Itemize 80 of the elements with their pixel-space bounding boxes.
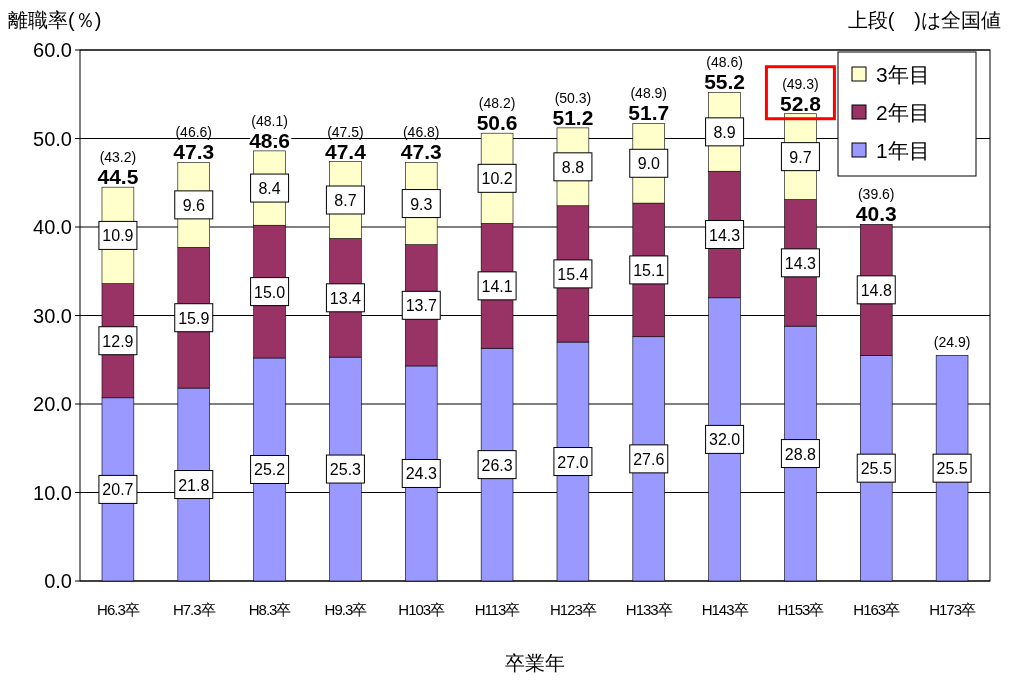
data-label: 15.1 xyxy=(633,261,665,279)
total-label: 47.3 xyxy=(400,140,442,164)
data-label: 15.4 xyxy=(557,265,589,283)
total-label: 44.5 xyxy=(97,165,139,189)
annotation: (47.5) xyxy=(327,123,364,140)
data-label: 8.7 xyxy=(334,192,357,210)
x-tick-label: H173卒 xyxy=(929,601,977,618)
x-tick-label: H133卒 xyxy=(625,601,673,618)
total-label: 40.3 xyxy=(855,202,897,226)
x-tick-label: H8.3卒 xyxy=(248,601,292,618)
y-axis-title: 離職率(％) xyxy=(8,9,102,31)
data-label: 10.2 xyxy=(481,170,513,188)
data-label: 14.8 xyxy=(860,281,892,299)
y-tick-label: 40.0 xyxy=(33,216,72,238)
data-label: 9.0 xyxy=(637,155,660,173)
annotation: (24.9) xyxy=(933,334,971,351)
data-label: 13.7 xyxy=(405,297,437,315)
data-label: 9.6 xyxy=(182,196,205,214)
y-tick-label: 10.0 xyxy=(33,481,72,504)
annotation: (48.6) xyxy=(706,54,743,71)
total-label: 50.6 xyxy=(476,111,518,135)
data-label: 24.3 xyxy=(405,465,437,483)
data-label: 8.4 xyxy=(258,180,281,198)
data-label: 25.3 xyxy=(329,461,362,479)
x-tick-label: H103卒 xyxy=(398,601,446,618)
annotation: (43.2) xyxy=(99,149,137,166)
total-label: 52.8 xyxy=(779,91,822,115)
y-tick-label: 20.0 xyxy=(33,393,72,415)
x-tick-label: H6.3卒 xyxy=(97,601,140,618)
x-tick-label: H9.3卒 xyxy=(324,601,368,618)
annotation: (50.3) xyxy=(554,89,592,106)
total-label: 47.3 xyxy=(173,140,215,164)
annotation: (48.1) xyxy=(251,112,288,129)
data-label: 21.8 xyxy=(178,476,210,494)
y-tick-label: 60.0 xyxy=(33,39,72,61)
data-label: 14.3 xyxy=(709,226,741,244)
x-tick-label: H143卒 xyxy=(701,601,749,618)
x-tick-label: H163卒 xyxy=(853,601,901,618)
chart-subtitle: 上段( )は全国値 xyxy=(847,9,1001,31)
total-label: 51.2 xyxy=(552,105,594,129)
x-tick-label: H123卒 xyxy=(549,601,597,618)
data-label: 9.3 xyxy=(410,195,433,213)
x-tick-label: H7.3卒 xyxy=(172,601,216,618)
total-label: 51.7 xyxy=(628,101,670,125)
y-tick-label: 50.0 xyxy=(33,127,72,150)
data-label: 25.5 xyxy=(936,460,968,478)
data-label: 20.7 xyxy=(102,481,134,499)
data-label: 26.3 xyxy=(481,456,513,474)
data-label: 15.0 xyxy=(254,283,286,301)
data-label: 32.0 xyxy=(709,431,741,449)
data-label: 27.6 xyxy=(633,450,665,468)
data-label: 14.1 xyxy=(481,277,513,295)
y-tick-label: 30.0 xyxy=(33,304,72,327)
data-label: 12.9 xyxy=(102,332,134,350)
total-label: 55.2 xyxy=(704,70,746,94)
annotation: (49.3) xyxy=(782,75,819,92)
data-label: 13.4 xyxy=(329,289,362,307)
total-label: 47.4 xyxy=(324,139,367,163)
data-label: 8.8 xyxy=(561,158,585,176)
legend-label: 2年目 xyxy=(876,101,930,124)
data-label: 15.9 xyxy=(178,309,210,327)
x-tick-label: H113卒 xyxy=(474,601,521,618)
data-label: 8.9 xyxy=(713,123,736,141)
annotation: (46.6) xyxy=(175,124,213,141)
annotation: (39.6) xyxy=(857,186,895,203)
data-label: 27.0 xyxy=(557,453,589,471)
annotation: (48.2) xyxy=(478,95,516,112)
x-axis-title: 卒業年 xyxy=(505,652,565,674)
y-tick-label: 0.0 xyxy=(44,570,72,592)
x-tick-label: H153卒 xyxy=(777,601,825,618)
data-label: 14.3 xyxy=(784,254,817,272)
data-label: 10.9 xyxy=(102,227,134,245)
data-label: 9.7 xyxy=(789,148,812,166)
data-label: 28.8 xyxy=(784,445,817,463)
data-label: 25.5 xyxy=(860,460,892,478)
legend-label: 3年目 xyxy=(876,63,930,86)
annotation: (48.9) xyxy=(630,85,668,102)
data-label: 25.2 xyxy=(254,461,286,479)
annotation: (46.8) xyxy=(402,124,440,141)
legend-label: 1年目 xyxy=(876,139,930,162)
